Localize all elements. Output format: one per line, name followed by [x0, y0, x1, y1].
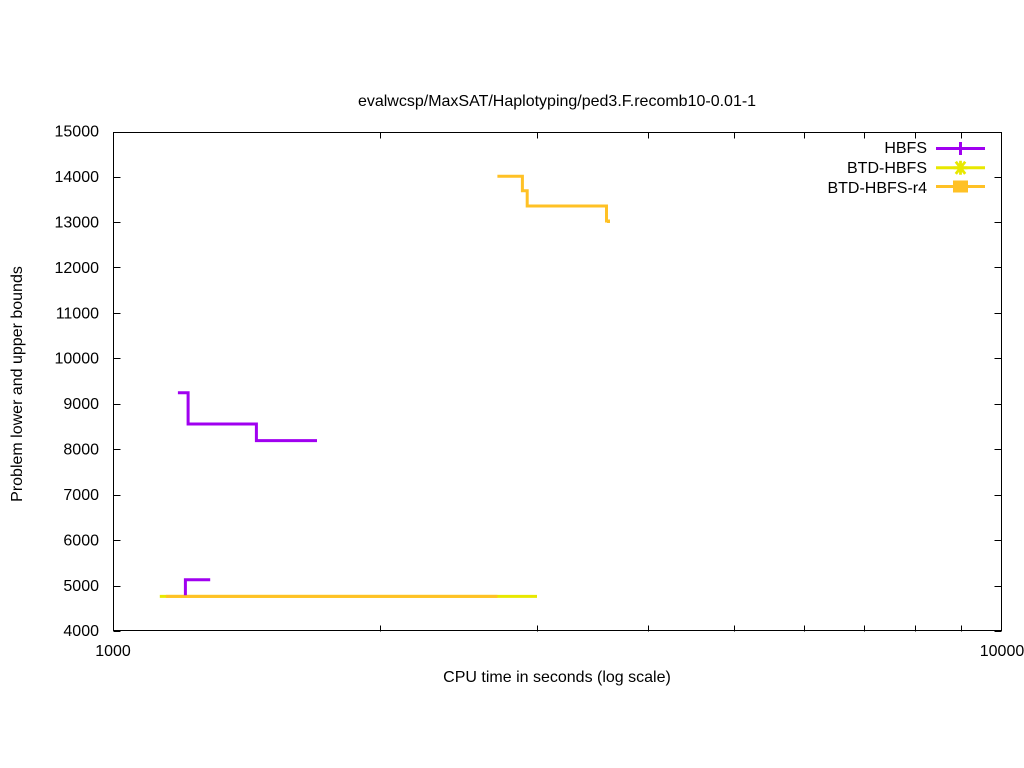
svg-text:10000: 10000 [55, 351, 100, 368]
svg-text:BTD-HBFS-r4: BTD-HBFS-r4 [827, 180, 927, 197]
svg-text:14000: 14000 [55, 169, 100, 186]
svg-text:HBFS: HBFS [884, 140, 927, 157]
svg-text:BTD-HBFS: BTD-HBFS [847, 160, 927, 177]
svg-text:5000: 5000 [63, 578, 99, 595]
svg-text:4000: 4000 [63, 623, 99, 640]
svg-text:9000: 9000 [63, 396, 99, 413]
svg-text:15000: 15000 [55, 124, 100, 141]
svg-text:12000: 12000 [55, 260, 100, 277]
svg-text:1000: 1000 [95, 643, 131, 660]
svg-text:10000: 10000 [980, 643, 1024, 660]
svg-text:13000: 13000 [55, 214, 100, 231]
svg-text:6000: 6000 [63, 533, 99, 550]
svg-text:Problem lower and upper bounds: Problem lower and upper bounds [9, 266, 26, 502]
svg-text:8000: 8000 [63, 442, 99, 459]
svg-text:CPU time in seconds (log scale: CPU time in seconds (log scale) [443, 669, 671, 686]
svg-text:evalwcsp/MaxSAT/Haplotyping/pe: evalwcsp/MaxSAT/Haplotyping/ped3.F.recom… [358, 93, 756, 110]
svg-text:11000: 11000 [56, 305, 99, 322]
svg-text:7000: 7000 [63, 487, 99, 504]
